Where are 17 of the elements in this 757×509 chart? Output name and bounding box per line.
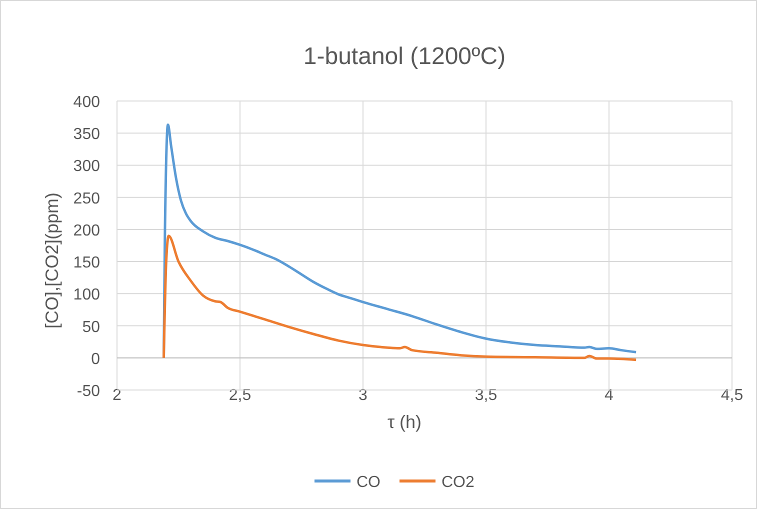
legend-label: CO — [356, 474, 380, 491]
x-tick-label: 4,5 — [720, 387, 744, 404]
y-tick-label: 250 — [73, 190, 100, 208]
x-axis-title: τ (h) — [387, 412, 422, 432]
legend-label: CO2 — [442, 474, 474, 491]
y-tick-label: 0 — [91, 350, 100, 368]
y-tick-label: -50 — [76, 383, 100, 400]
y-tick-label: 200 — [73, 222, 100, 240]
y-tick-label: 150 — [73, 254, 100, 272]
y-axis-title: [CO],[CO2](ppm) — [42, 192, 62, 329]
y-tick-label: 300 — [73, 158, 100, 176]
y-tick-label: 400 — [73, 94, 100, 111]
y-tick-label: 50 — [82, 318, 100, 336]
line-series — [162, 234, 638, 362]
chart-title: 1-butanol (1200ºC) — [303, 43, 506, 70]
y-tick-label: 100 — [73, 286, 100, 304]
y-tick-label: 350 — [73, 126, 100, 144]
